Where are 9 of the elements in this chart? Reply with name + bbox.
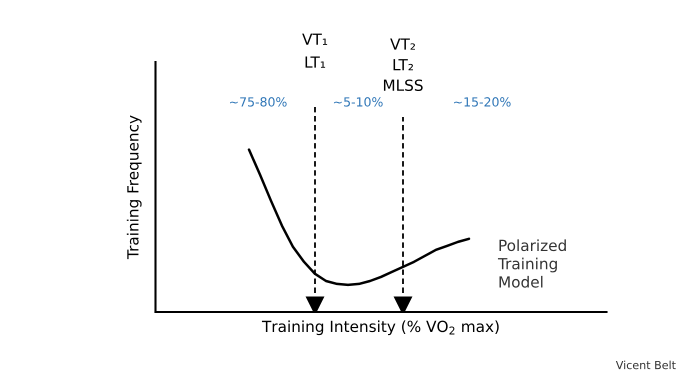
text: ~75-80% [230,97,287,107]
text: Vicent Belt [616,360,676,370]
text: ~5-10% [334,97,383,107]
text: ~15-20% [454,97,511,107]
y-axis-title: Training Frequency [126,115,142,260]
text: VT₁ LT₁ [302,34,328,68]
annotation: Polarized Training Model [498,239,566,288]
x-axis-title: Training Intensity (% VO$_{2}$ max) [262,320,499,336]
text: VT₂ LT₂ MLSS [384,38,423,92]
